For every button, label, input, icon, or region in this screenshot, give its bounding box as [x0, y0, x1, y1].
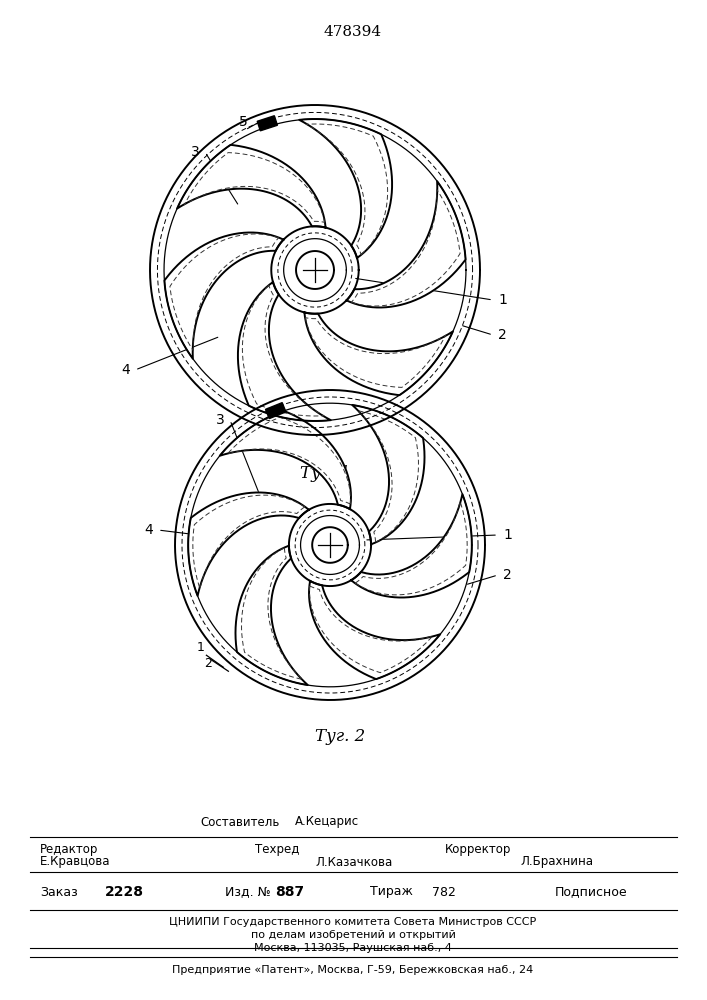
- Text: 5: 5: [239, 115, 247, 129]
- Polygon shape: [220, 411, 351, 509]
- Text: 3: 3: [216, 413, 225, 427]
- Text: 5: 5: [264, 383, 272, 397]
- Text: 4: 4: [121, 363, 130, 377]
- Polygon shape: [346, 181, 466, 308]
- Polygon shape: [299, 119, 392, 258]
- Text: Подписное: Подписное: [555, 886, 628, 898]
- Text: ЦНИИПИ Государственного комитета Совета Министров СССР: ЦНИИПИ Государственного комитета Совета …: [170, 917, 537, 927]
- Polygon shape: [235, 546, 308, 685]
- Text: Е.Кравцова: Е.Кравцова: [40, 856, 110, 868]
- Polygon shape: [351, 494, 472, 598]
- Text: Τуг. 2: Τуг. 2: [315, 728, 365, 745]
- Text: Τуг. 1: Τуг. 1: [300, 465, 350, 482]
- Text: Корректор: Корректор: [445, 844, 511, 856]
- Polygon shape: [352, 405, 424, 544]
- Text: Редактор: Редактор: [40, 844, 98, 856]
- Polygon shape: [312, 527, 348, 563]
- Polygon shape: [296, 251, 334, 289]
- Text: Предприятие «Патент», Москва, Г-59, Бережковская наб., 24: Предприятие «Патент», Москва, Г-59, Бере…: [173, 965, 534, 975]
- Text: 3: 3: [192, 145, 200, 159]
- Polygon shape: [257, 116, 277, 131]
- Text: 1: 1: [503, 528, 512, 542]
- Text: А.Кецарис: А.Кецарис: [295, 816, 359, 828]
- Polygon shape: [266, 403, 286, 419]
- Text: Техред: Техред: [255, 844, 299, 856]
- Text: Москва, 113035, Раушская наб., 4: Москва, 113035, Раушская наб., 4: [254, 943, 452, 953]
- Text: Л.Брахнина: Л.Брахнина: [520, 856, 593, 868]
- Text: 782: 782: [432, 886, 456, 898]
- Polygon shape: [305, 312, 453, 395]
- Text: 2: 2: [498, 328, 507, 342]
- Text: 2: 2: [204, 657, 212, 670]
- Text: по делам изобретений и открытий: по делам изобретений и открытий: [250, 930, 455, 940]
- Polygon shape: [309, 581, 440, 679]
- Polygon shape: [165, 232, 284, 359]
- Text: Заказ: Заказ: [40, 886, 78, 898]
- Text: 2: 2: [503, 568, 512, 582]
- Polygon shape: [238, 282, 331, 421]
- Text: 478394: 478394: [324, 25, 382, 39]
- Polygon shape: [177, 145, 326, 228]
- Text: 1: 1: [498, 293, 507, 307]
- Text: Изд. №: Изд. №: [225, 886, 271, 898]
- Text: 1: 1: [197, 641, 204, 654]
- Text: 887: 887: [275, 885, 304, 899]
- Polygon shape: [188, 492, 309, 596]
- Text: Л.Казачкова: Л.Казачкова: [315, 856, 392, 868]
- Text: 2228: 2228: [105, 885, 144, 899]
- Text: 4: 4: [144, 523, 153, 537]
- Text: Составитель: Составитель: [201, 816, 280, 828]
- Text: Тираж: Тираж: [370, 886, 413, 898]
